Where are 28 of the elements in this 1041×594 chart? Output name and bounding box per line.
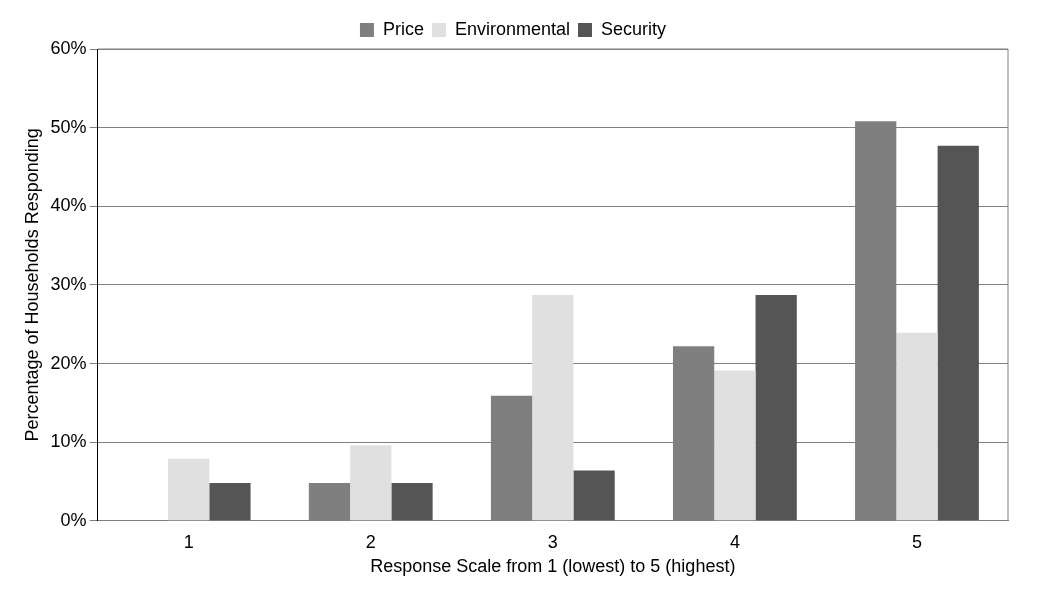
y-tick-label: 40%: [50, 195, 87, 216]
y-tick-label: 50%: [50, 116, 87, 137]
y-tick-label: 30%: [50, 273, 87, 294]
bar: [755, 295, 797, 521]
bar: [168, 458, 210, 521]
y-tick-label: 0%: [60, 509, 87, 530]
bar: [573, 470, 615, 521]
bar: [937, 145, 979, 521]
y-tick-label: 10%: [50, 431, 87, 452]
x-tick-label: 5: [911, 531, 922, 552]
bar: [308, 483, 351, 521]
y-tick-label: 60%: [50, 37, 87, 58]
bar: [391, 483, 433, 521]
legend-label: Environmental: [454, 18, 571, 39]
y-axis-title: Percentage of Households Responding: [21, 128, 42, 442]
y-tick-label: 20%: [50, 352, 87, 373]
bar: [714, 370, 756, 521]
bar: [532, 295, 574, 521]
x-tick-label: 1: [183, 531, 194, 552]
legend-label: Price: [382, 18, 424, 39]
x-tick-label: 2: [365, 531, 376, 552]
x-axis-title: Response Scale from 1 (lowest) to 5 (highest): [370, 556, 736, 577]
bar: [896, 332, 938, 521]
x-tick-label: 3: [547, 531, 558, 552]
bar: [350, 445, 392, 521]
x-tick-label: 4: [729, 531, 740, 552]
bar: [209, 483, 251, 521]
legend-label: Security: [601, 18, 667, 39]
